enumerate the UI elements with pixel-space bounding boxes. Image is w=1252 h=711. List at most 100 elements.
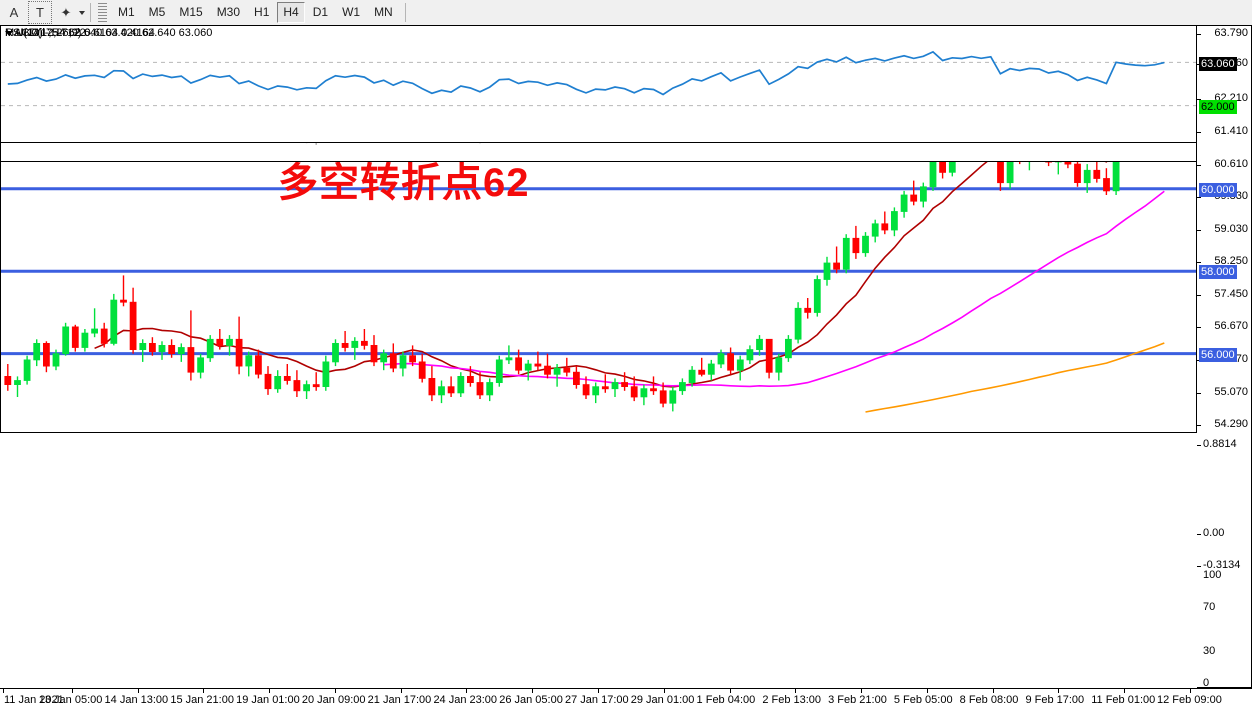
timeframe-mn[interactable]: MN	[374, 5, 393, 19]
rsi-axis-label: 30	[1203, 644, 1216, 657]
price-axis-label: 54.290	[1214, 418, 1248, 431]
price-axis-tick	[1197, 327, 1201, 328]
time-axis-label: 21 Jan 17:00	[367, 694, 432, 706]
price-axis-label: 55.070	[1214, 386, 1248, 399]
price-axis-tick	[1197, 34, 1201, 35]
timeframe-w1[interactable]: W1	[342, 5, 361, 19]
price-level-tag-62-000[interactable]: 62.000	[1199, 100, 1237, 115]
price-axis-tick	[1197, 165, 1201, 166]
time-axis-tick	[203, 689, 204, 693]
price-axis-label: 63.790	[1214, 26, 1248, 39]
time-axis-label: 20 Jan 09:00	[301, 694, 366, 706]
time-axis-tick	[72, 689, 73, 693]
price-axis-tick	[1197, 197, 1201, 198]
objects-dropdown-icon[interactable]	[79, 10, 85, 15]
chart-area[interactable]: UKOil-,H4 62.640 63.420 62.640 63.060 多空…	[0, 25, 1252, 711]
price-level-tag-56-000[interactable]: 56.000	[1199, 347, 1237, 362]
time-axis-label: 29 Jan 01:00	[630, 694, 695, 706]
price-axis-tick	[1197, 295, 1201, 296]
time-axis-label: 11 Feb 01:00	[1091, 694, 1156, 706]
time-axis-label: 2 Feb 13:00	[762, 694, 822, 706]
time-axis-tick	[993, 689, 994, 693]
time-axis[interactable]: 11 Jan 2021 13 Jan 05:00 14 Jan 13:00 15 Ja…	[0, 688, 1252, 711]
timeframe-d1[interactable]: D1	[312, 5, 329, 19]
time-axis-label: 1 Feb 04:00	[696, 694, 756, 706]
time-axis-tick	[401, 689, 402, 693]
time-axis-label: 26 Jan 05:00	[499, 694, 563, 706]
time-axis-label: 27 Jan 17:00	[565, 694, 629, 706]
objects-icon[interactable]: ✦	[60, 4, 72, 20]
price-axis-tick	[1197, 393, 1201, 394]
toolbar-separator-2	[404, 3, 406, 22]
rsi-axis-label: 0	[1203, 677, 1210, 689]
time-axis-tick	[861, 689, 862, 693]
time-axis-tick	[466, 689, 467, 693]
current-price-tag: 63.060	[1199, 56, 1237, 71]
text-box-icon[interactable]: T	[28, 1, 52, 24]
time-axis-label: 8 Feb 08:00	[959, 694, 1019, 706]
toolbar-grip[interactable]	[98, 3, 107, 22]
toolbar: A T ✦ M1 M5 M15 M30 H1 H4 D1 W1 MN	[0, 0, 1252, 26]
text-label-icon[interactable]: A	[9, 5, 19, 20]
time-axis-label: 3 Feb 21:00	[828, 694, 887, 706]
macd-axis-tick	[1197, 566, 1201, 567]
time-axis-tick	[3, 689, 4, 693]
price-axis-label: 59.030	[1214, 222, 1248, 235]
price-axis-label: 56.670	[1214, 320, 1248, 333]
rsi-axis-label: 100	[1203, 569, 1222, 581]
time-axis-tick	[598, 689, 599, 693]
time-axis-tick	[532, 689, 533, 693]
price-axis-tick	[1197, 99, 1201, 100]
time-axis-label: 12 Feb 09:00	[1157, 694, 1222, 706]
price-pane-title: UKOil-,H4 62.640 63.420 62.640 63.060	[5, 27, 212, 39]
price-axis-tick	[1197, 230, 1201, 231]
time-axis-tick	[927, 689, 928, 693]
price-axis-tick	[1197, 262, 1201, 263]
time-axis-tick	[138, 689, 139, 693]
time-axis-tick	[335, 689, 336, 693]
macd-axis-label: -0.3134	[1203, 559, 1241, 571]
time-axis-tick	[664, 689, 665, 693]
time-axis-tick	[1190, 689, 1191, 693]
price-axis-tick	[1197, 425, 1201, 426]
timeframe-m15[interactable]: M15	[179, 5, 203, 19]
rsi-axis-label: 70	[1203, 601, 1216, 614]
timeframe-m30[interactable]: M30	[216, 5, 241, 19]
time-axis-label: 19 Jan 01:00	[236, 694, 300, 706]
time-axis-tick	[269, 689, 270, 693]
time-axis-label: 11 Jan 2021	[4, 694, 64, 706]
time-axis-tick	[1124, 689, 1125, 693]
time-axis-tick	[795, 689, 796, 693]
price-axis-label: 57.450	[1214, 287, 1248, 300]
rsi-pane[interactable]: RSI(14) 75.7122	[0, 25, 1197, 143]
macd-axis-label: 0.8814	[1203, 438, 1237, 450]
symbol-dropdown-icon[interactable]	[5, 30, 13, 36]
time-axis-label: 24 Jan 23:00	[433, 694, 498, 706]
timeframe-h4[interactable]: H4	[277, 2, 305, 23]
rsi-pane-title: RSI(14) 75.7122	[5, 27, 86, 39]
time-axis-tick	[730, 689, 731, 693]
price-axis-label: 62.210	[1214, 91, 1248, 104]
macd-pane-title: MACD(12,26,9) 0.6104 0.4164	[5, 27, 155, 39]
time-axis-label: 5 Feb 05:00	[893, 694, 953, 706]
price-level-tag-58-000[interactable]: 58.000	[1199, 265, 1237, 280]
price-axis-label: 61.410	[1214, 124, 1248, 137]
macd-axis-tick	[1197, 534, 1201, 535]
price-axis-label: 60.610	[1214, 157, 1248, 170]
time-axis-tick	[1058, 689, 1059, 693]
timeframe-m5[interactable]: M5	[148, 5, 166, 19]
price-level-tag-60-000[interactable]: 60.000	[1199, 182, 1237, 197]
macd-axis-label: 0.00	[1203, 527, 1225, 540]
price-axis-tick	[1197, 132, 1201, 133]
timeframe-m1[interactable]: M1	[118, 5, 135, 19]
toolbar-separator	[90, 3, 91, 22]
price-axis[interactable]: 63.79063.06062.21061.41060.61059.83059.0…	[1197, 25, 1252, 689]
time-axis-label: 9 Feb 17:00	[1025, 694, 1085, 706]
time-axis-label: 14 Jan 13:00	[104, 694, 169, 706]
timeframe-h1[interactable]: H1	[254, 5, 270, 19]
chart-annotation-text: 多空转折点62	[278, 161, 530, 205]
macd-axis-tick	[1197, 445, 1201, 446]
time-axis-label: 15 Jan 21:00	[170, 694, 234, 706]
price-axis-label: 58.250	[1214, 254, 1248, 267]
time-axis-label: 13 Jan 05:00	[38, 694, 103, 706]
